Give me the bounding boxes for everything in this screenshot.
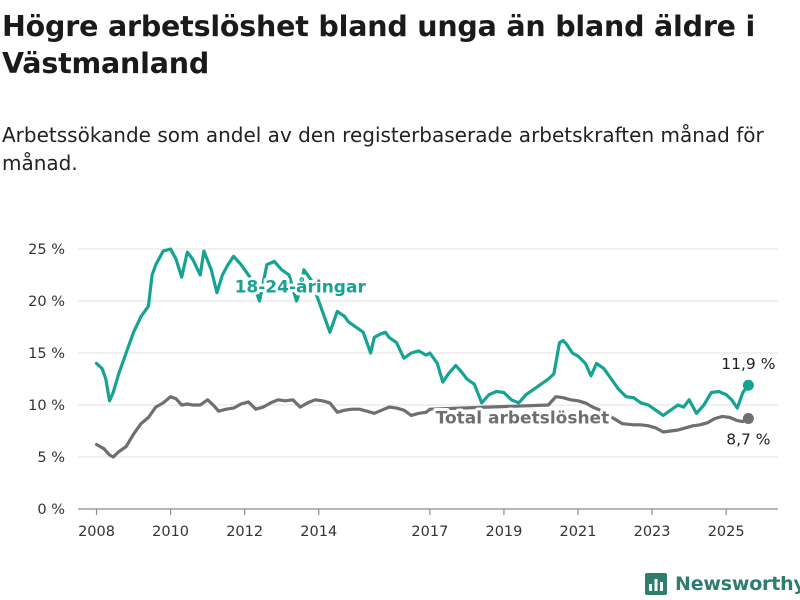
y-tick-label: 10 % [28,398,65,414]
series [94,247,754,459]
y-axis-ticks: 0 % 5 % 10 % 15 % 20 % 25 % [28,242,65,518]
series-end-point [742,379,754,391]
x-tick-label: 2025 [708,524,745,540]
y-tick-label: 0 % [37,502,65,518]
series-end-value-label: 11,9 % [721,355,775,373]
x-tick-label: 2014 [300,524,337,540]
x-tick-label: 2012 [226,524,263,540]
newsworthy-logo-icon [645,573,667,595]
y-tick-label: 25 % [28,242,65,258]
series-line [94,395,750,459]
series-total [94,395,754,459]
brand-name: Newsworthy [675,573,800,595]
brand-logo: Newsworthy [645,570,800,598]
x-tick-label: 2021 [560,524,597,540]
x-tick-label: 2017 [411,524,448,540]
series-end-value-label: 8,7 % [726,431,770,449]
series-youth [94,247,754,417]
y-tick-label: 20 % [28,294,65,310]
y-tick-label: 15 % [28,346,65,362]
gridlines [78,248,778,510]
chart-subtitle: Arbetssökande som andel av den registerb… [2,123,764,175]
chart-title: Högre arbetslöshet bland unga än bland ä… [2,10,756,80]
x-tick-label: 2010 [152,524,189,540]
series-end-point [742,413,754,425]
series-labels: 18-24-åringar Total arbetslöshet 11,9 % 8,7… [232,273,778,451]
x-tick-label: 2019 [485,524,522,540]
x-tick-label: 2008 [78,524,115,540]
y-tick-label: 5 % [37,450,65,466]
series-line [94,247,750,417]
x-tick-label: 2023 [634,524,671,540]
series-name-label: 18-24-åringar [235,276,367,298]
series-name-label: Total arbetslöshet [436,409,610,429]
x-axis-ticks: 2008 2010 2012 2014 2017 2019 2021 2023 2025 [78,509,745,540]
